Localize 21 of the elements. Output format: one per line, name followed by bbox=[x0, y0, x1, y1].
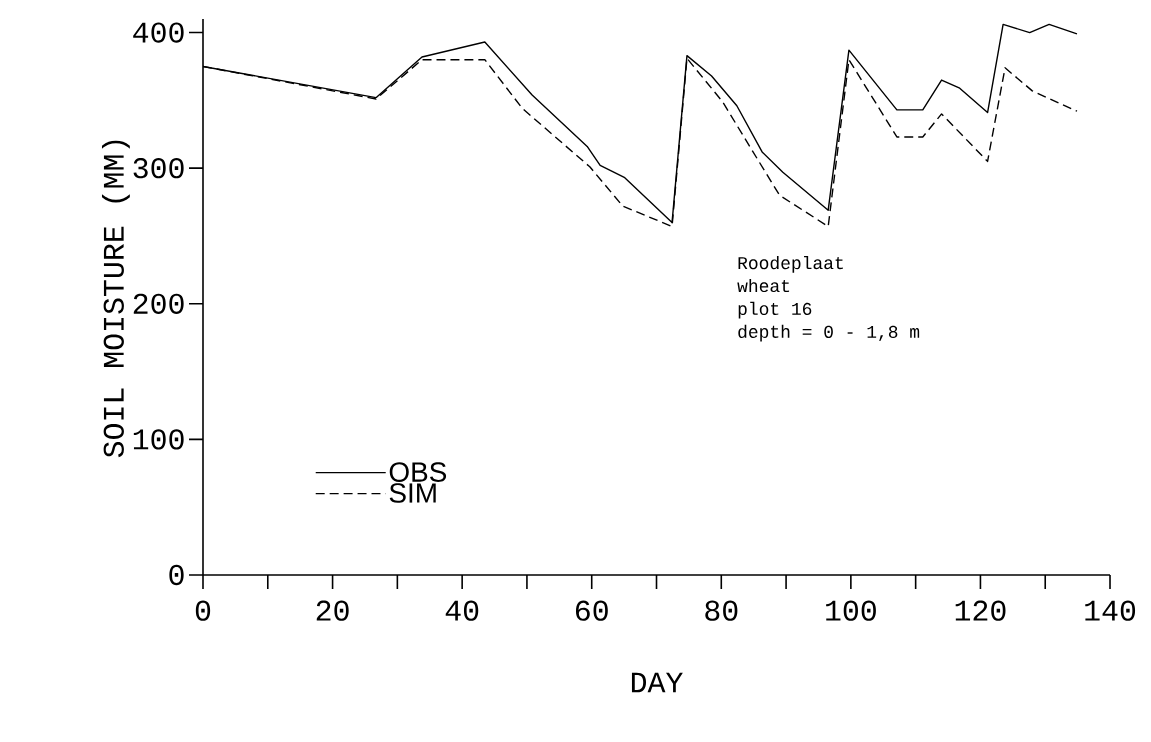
x-tick-label: 100 bbox=[826, 600, 876, 621]
y-tick-label: 200 bbox=[133, 293, 184, 314]
x-tick-label: 140 bbox=[1085, 600, 1136, 621]
x-tick-label: 0 bbox=[195, 600, 211, 621]
x-tick-label: 80 bbox=[705, 600, 738, 621]
x-tick-label: 120 bbox=[955, 600, 1006, 621]
y-tick-label: 300 bbox=[133, 158, 184, 179]
y-axis-title: SOIL MOISTURE (MM) bbox=[101, 140, 130, 458]
y-tick-label: 100 bbox=[133, 429, 184, 450]
x-tick-label: 40 bbox=[445, 600, 479, 621]
annotation: depth = 0 - 1,8 m bbox=[738, 324, 920, 342]
annotation: wheat bbox=[737, 278, 790, 293]
x-tick-label: 60 bbox=[575, 600, 608, 621]
x-tick-label: 20 bbox=[316, 600, 349, 621]
annotation: Roodeplaat bbox=[738, 256, 843, 273]
legend-label: OBS bbox=[389, 462, 447, 482]
y-tick-label: 0 bbox=[169, 564, 184, 586]
legend-label: SIM bbox=[389, 483, 436, 503]
annotation: plot 16 bbox=[738, 301, 812, 319]
y-tick-label: 400 bbox=[133, 22, 184, 43]
x-axis-title: DAY bbox=[631, 672, 683, 693]
